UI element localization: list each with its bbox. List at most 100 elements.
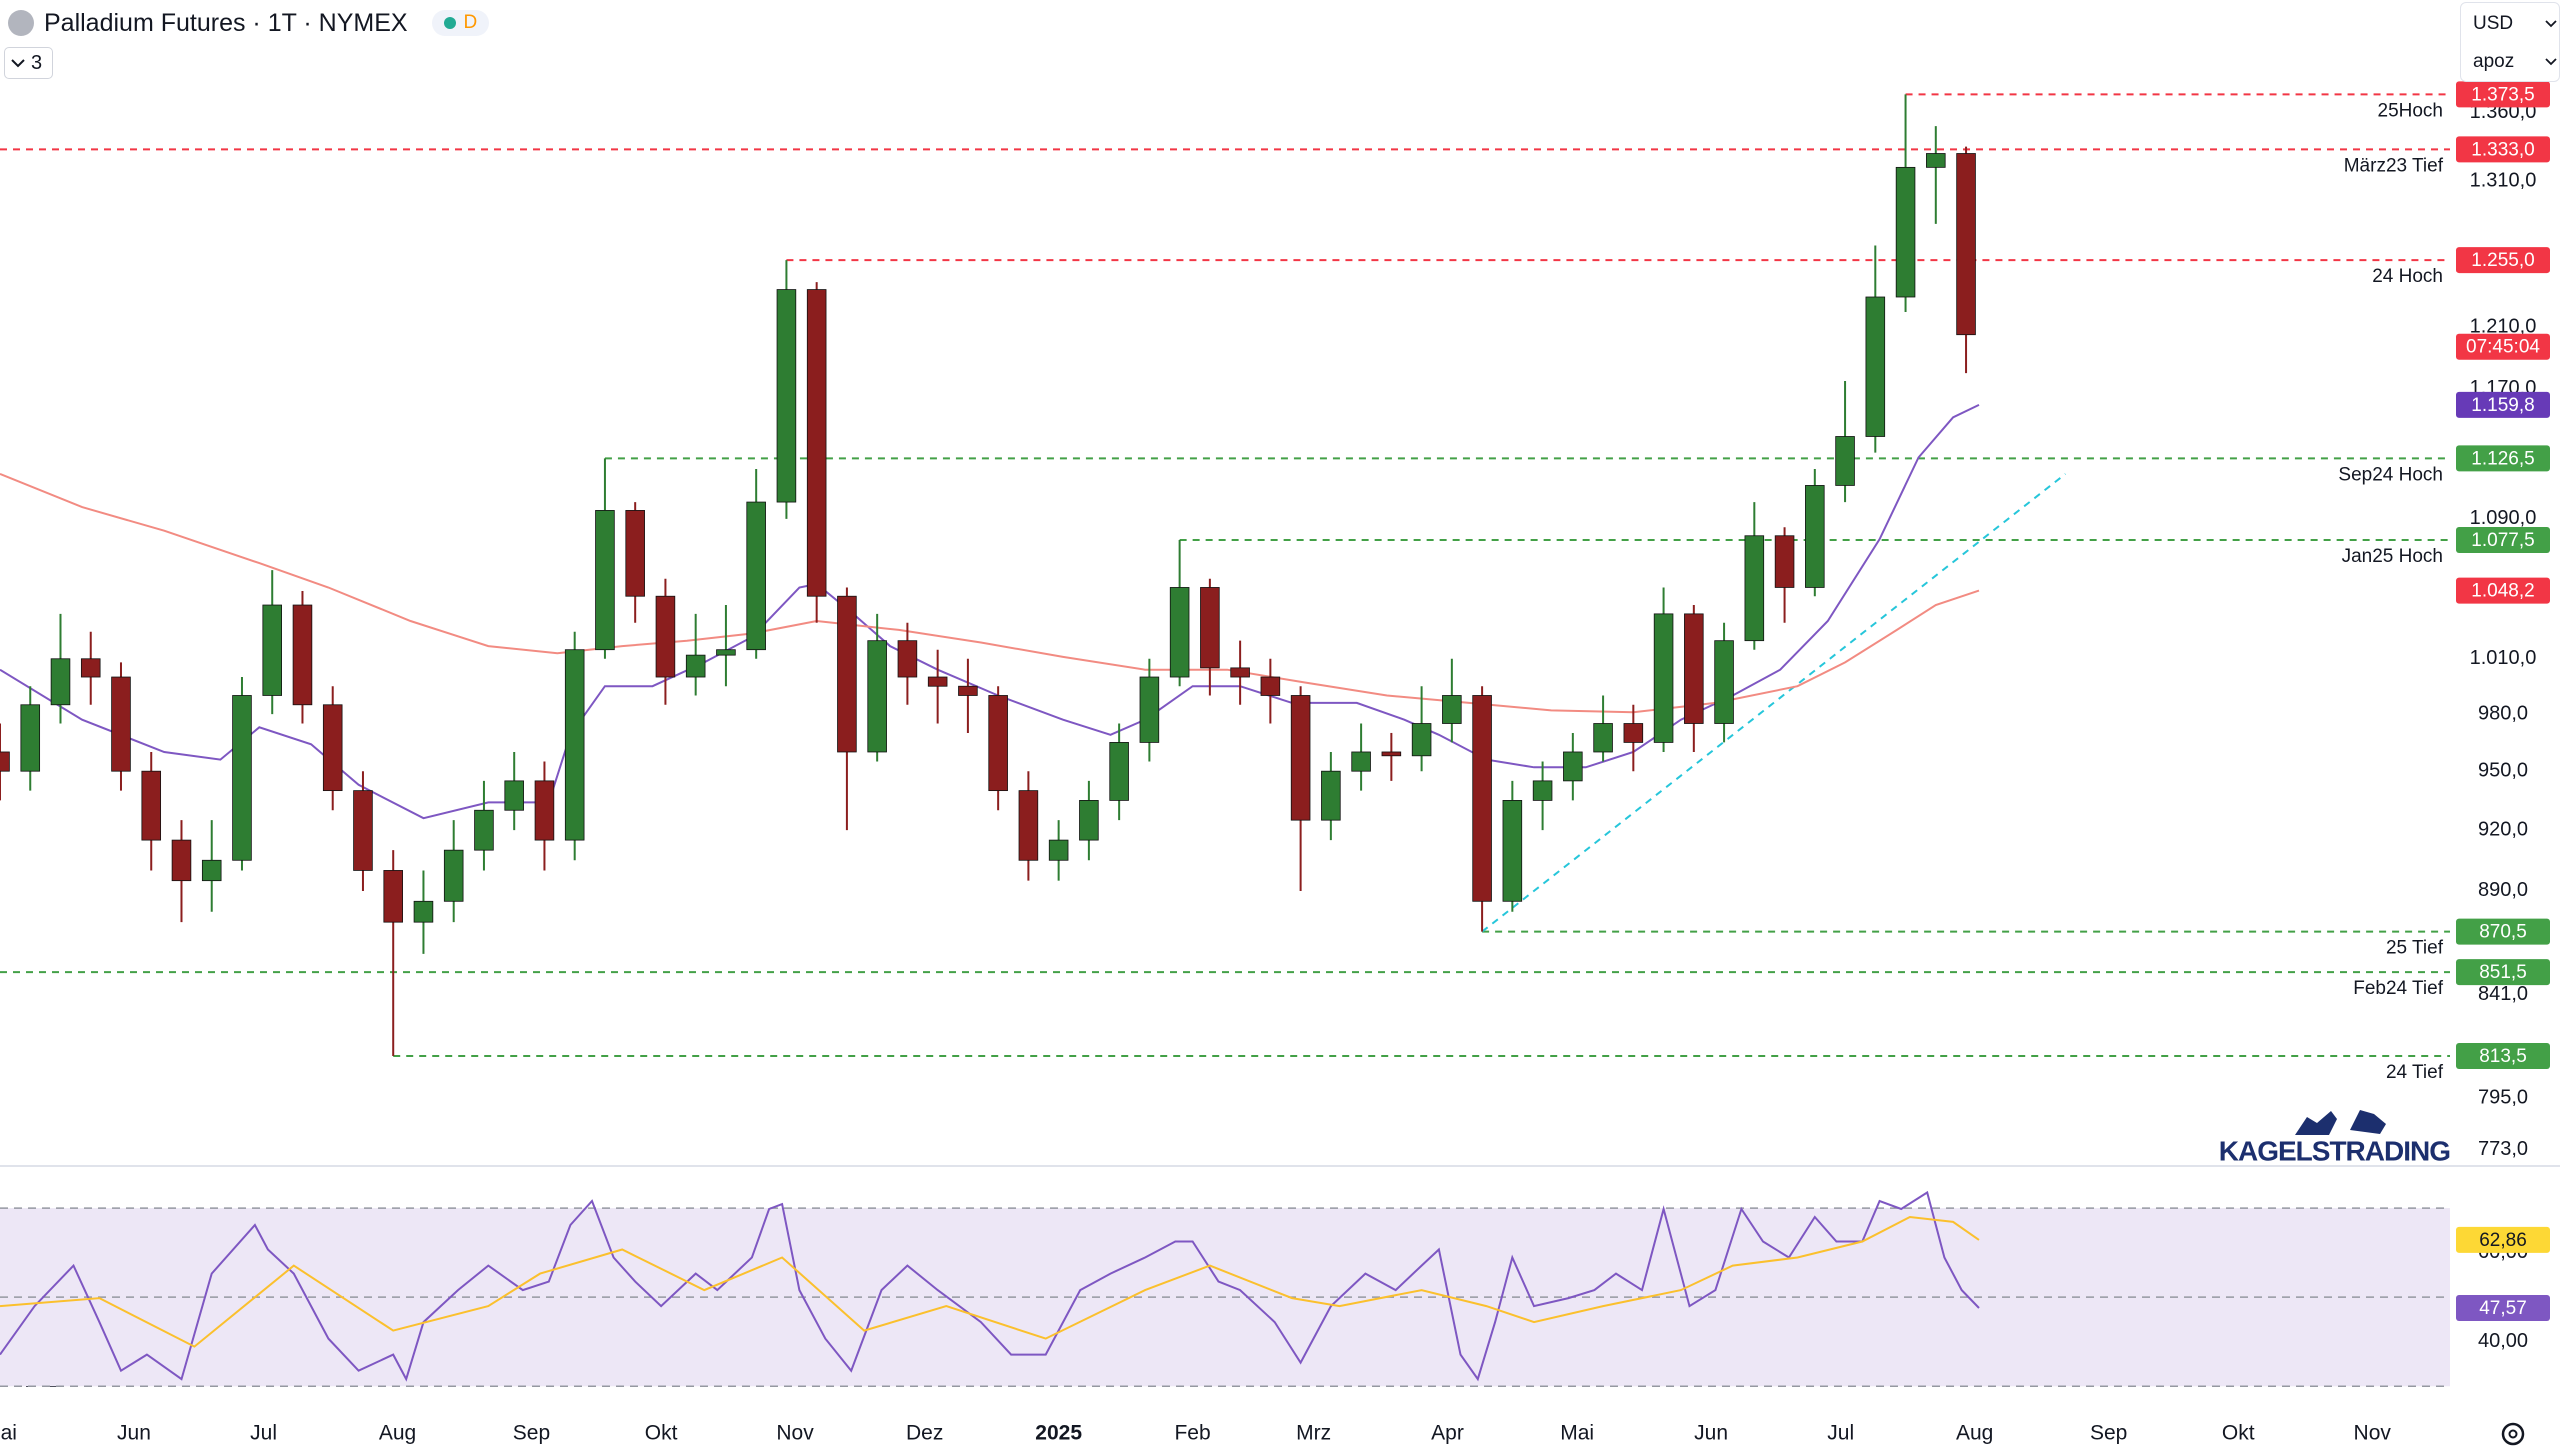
candle-body xyxy=(776,289,797,503)
price-tag xyxy=(2456,918,2550,945)
candle-body xyxy=(171,839,192,882)
level-name: 25 Tief xyxy=(2386,938,2444,959)
candle-body xyxy=(1290,695,1311,821)
level-name: März23 Tief xyxy=(2344,155,2444,176)
currency-select[interactable]: USD xyxy=(2473,5,2557,43)
x-tick-label: Okt xyxy=(645,1422,678,1445)
candle-body xyxy=(958,685,978,696)
price-tag xyxy=(2456,527,2550,554)
unit-select[interactable]: apoz xyxy=(2473,43,2557,81)
candle-body xyxy=(1835,436,1855,486)
candle-body xyxy=(413,900,434,923)
symbol-title[interactable]: Palladium Futures · 1T · NYMEX xyxy=(44,8,408,37)
y-tick-label: 1.310,0 xyxy=(2470,170,2537,192)
candle-body xyxy=(1018,790,1039,861)
candle-body xyxy=(1895,166,1916,298)
candle-body xyxy=(625,510,645,597)
x-tick-label: Dez xyxy=(906,1422,943,1445)
x-tick-label: Jul xyxy=(1827,1422,1854,1445)
candle-body xyxy=(1109,742,1129,801)
candle-body xyxy=(685,654,706,678)
currency: USD xyxy=(2473,13,2514,34)
y-tick-label: 1.210,0 xyxy=(2470,315,2537,337)
candle-body xyxy=(1926,153,1946,168)
series-line xyxy=(0,472,1980,714)
y-tick-label: 40,00 xyxy=(2478,1330,2528,1352)
price-tag-label: 47,57 xyxy=(2479,1298,2527,1319)
candle-body xyxy=(1956,153,1976,336)
candle-body xyxy=(1442,695,1462,724)
watermark-logo xyxy=(2295,1110,2386,1135)
price-tag xyxy=(2456,247,2550,274)
price-tag-label: 1.126,5 xyxy=(2471,448,2534,469)
x-tick-label: Apr xyxy=(1431,1422,1464,1445)
candle-body xyxy=(292,604,313,706)
candle-body xyxy=(927,676,948,687)
y-tick-label: 841,0 xyxy=(2478,983,2528,1005)
x-tick-label: Feb xyxy=(1174,1422,1210,1445)
price-tag-label: 62,86 xyxy=(2479,1230,2527,1251)
x-tick-label: Jul xyxy=(250,1422,277,1445)
candle-body xyxy=(1653,613,1674,743)
price-tag xyxy=(2456,1295,2550,1322)
price-tag xyxy=(2456,333,2550,360)
x-tick-label: Mai xyxy=(1560,1422,1594,1445)
price-tag-label: 1.159,8 xyxy=(2471,395,2534,416)
candle-body xyxy=(0,751,10,772)
level-name: 24 Hoch xyxy=(2372,266,2443,287)
y-tick-label: 773,0 xyxy=(2478,1138,2528,1160)
price-tag-label: 1.255,0 xyxy=(2471,250,2534,271)
y-tick-label: 950,0 xyxy=(2478,759,2528,781)
candle-body xyxy=(1472,695,1492,902)
price-tag xyxy=(2456,1226,2550,1253)
candle-body xyxy=(443,849,464,902)
settings-icon[interactable] xyxy=(2501,1422,2525,1446)
candle-body xyxy=(1502,800,1523,902)
status-badge[interactable]: D xyxy=(431,10,490,36)
candle-body xyxy=(655,595,676,678)
chevron xyxy=(2545,58,2557,66)
x-tick-label: 2025 xyxy=(1035,1422,1082,1445)
indicator-toggle[interactable]: 3 xyxy=(4,47,54,79)
candle-body xyxy=(20,704,41,772)
x-tick-label: Sep xyxy=(513,1422,550,1445)
price-tag-label: 1.373,5 xyxy=(2471,84,2534,105)
candle-body xyxy=(353,790,373,871)
candle-body xyxy=(1532,780,1553,801)
price-tag xyxy=(2456,136,2550,163)
candle-body xyxy=(1079,800,1099,841)
price-tag-label: 1.077,5 xyxy=(2471,530,2534,551)
candle-body xyxy=(1744,535,1765,642)
pane xyxy=(0,1190,2450,1388)
candle-body xyxy=(383,870,403,923)
price-tag-label: 813,5 xyxy=(2479,1046,2527,1067)
x-tick-label: Nov xyxy=(2354,1422,2392,1445)
candle-body xyxy=(1593,723,1613,753)
trend-line xyxy=(1481,473,2067,933)
candle-body xyxy=(232,695,252,861)
candle-body xyxy=(80,658,101,678)
candle-body xyxy=(1563,751,1583,782)
x-tick-label: Nov xyxy=(776,1422,814,1445)
level-name: 24 Tief xyxy=(2386,1062,2444,1083)
symbol-header[interactable]: Palladium Futures · 1T · NYMEX D xyxy=(8,4,490,42)
chevron xyxy=(11,59,25,68)
price-tag xyxy=(2456,445,2550,472)
candle-body xyxy=(322,704,343,792)
candle-body xyxy=(1865,296,1886,437)
candle-body xyxy=(806,289,827,597)
price-tag xyxy=(2456,81,2550,108)
candle-body xyxy=(1048,839,1069,861)
x-tick-label: Okt xyxy=(2222,1422,2255,1445)
candle-body xyxy=(988,695,1008,792)
candle-body xyxy=(201,859,222,882)
candle-body xyxy=(534,780,555,841)
watermark: KAGELSTRADING xyxy=(2219,1135,2450,1166)
level-name: Feb24 Tief xyxy=(2353,978,2443,999)
unit-selector: USD apoz xyxy=(2460,2,2560,82)
x-tick-label: Sep xyxy=(2090,1422,2127,1445)
pane xyxy=(0,93,2450,1057)
x-tick-label: Mrz xyxy=(1296,1422,1331,1445)
candle-body xyxy=(1230,667,1250,678)
price-tag-label: 870,5 xyxy=(2479,922,2527,943)
